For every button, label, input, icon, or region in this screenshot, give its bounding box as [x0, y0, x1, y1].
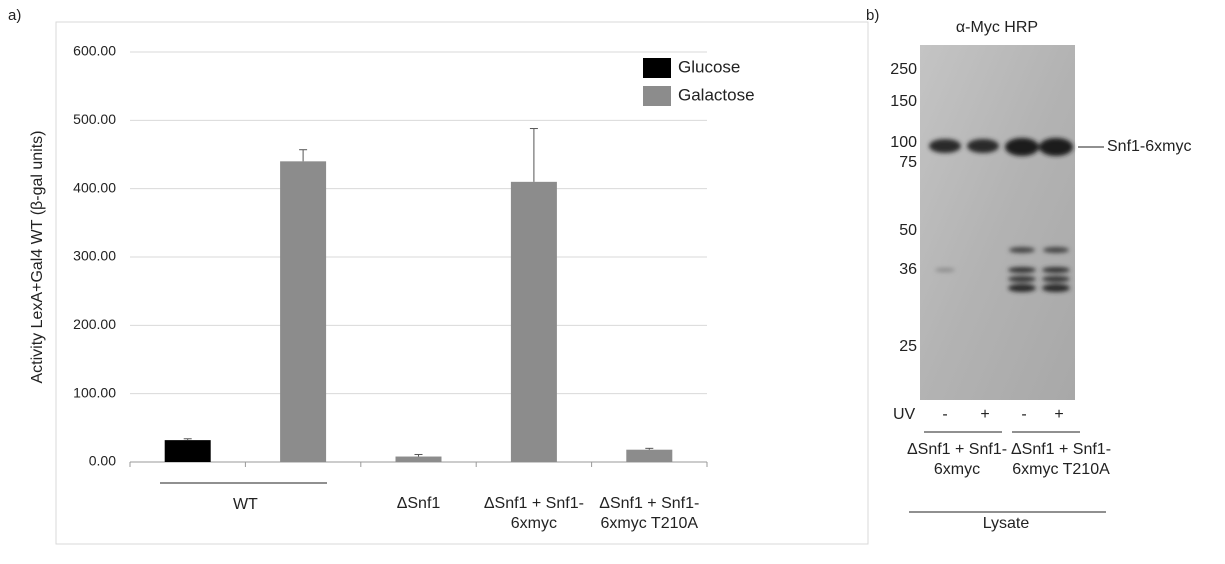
error-bar: [645, 448, 653, 449]
y-tick-label: 500.00: [73, 111, 116, 127]
marker-label: 36: [899, 261, 917, 278]
group-label: WT: [233, 496, 258, 513]
marker-label: 75: [899, 154, 917, 171]
panel-label: b): [866, 7, 879, 24]
bar: [165, 440, 211, 462]
legend-swatch: [643, 86, 671, 106]
y-tick-label: 200.00: [73, 316, 116, 332]
error-bar: [184, 439, 192, 440]
legend-label: Glucose: [678, 57, 740, 76]
marker-label: 100: [890, 134, 917, 151]
bar: [626, 450, 672, 462]
lane-label: +: [980, 406, 989, 423]
x-tick-label: ΔSnf1 + Snf1-6xmyc: [478, 494, 590, 534]
error-bar: [530, 129, 538, 182]
y-tick-label: 300.00: [73, 248, 116, 264]
legend-label: Galactose: [678, 85, 755, 104]
marker-label: 250: [890, 61, 917, 78]
marker-label: 50: [899, 222, 917, 239]
lane-label: -: [942, 406, 947, 423]
error-bar: [299, 150, 307, 162]
bar: [396, 457, 442, 462]
marker-label: 150: [890, 93, 917, 110]
y-tick-label: 600.00: [73, 43, 116, 59]
panel-label: a): [8, 7, 21, 24]
band-label: Snf1-6xmyc: [1107, 138, 1191, 155]
blot-group-label: ΔSnf1 + Snf1-6xmyc: [904, 440, 1010, 480]
blot-group-label: ΔSnf1 + Snf1-6xmyc T210A: [1008, 440, 1114, 480]
error-bar: [415, 454, 423, 456]
lane-label: +: [1054, 406, 1063, 423]
x-tick-label: ΔSnf1 + Snf1-6xmyc T210A: [593, 494, 705, 534]
x-tick-label: ΔSnf1: [363, 494, 475, 514]
y-tick-label: 0.00: [89, 453, 116, 469]
lane-label: -: [1021, 406, 1026, 423]
footer-label: Lysate: [983, 515, 1030, 532]
blot-title: α-Myc HRP: [956, 19, 1038, 36]
bar: [280, 161, 326, 462]
blot-film: [920, 45, 1075, 400]
bar: [511, 182, 557, 462]
y-tick-label: 100.00: [73, 384, 116, 400]
legend-swatch: [643, 58, 671, 78]
y-axis-title: Activity LexA+Gal4 WT (β-gal units): [29, 131, 46, 384]
y-tick-label: 400.00: [73, 179, 116, 195]
figure: a) b) Activity LexA+Gal4 WT (β-gal units…: [0, 0, 1225, 564]
marker-label: 25: [899, 338, 917, 355]
row-label: UV: [893, 406, 916, 423]
